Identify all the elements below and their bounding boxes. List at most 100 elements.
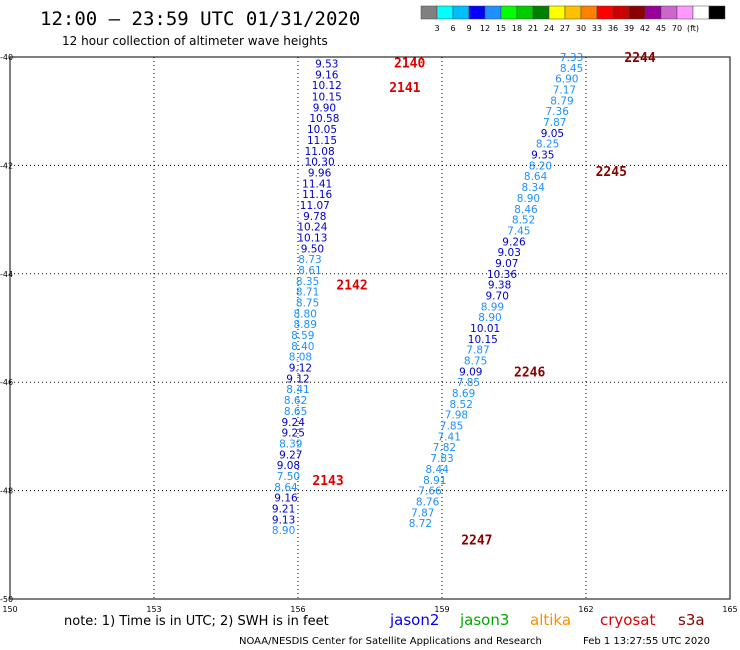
pass-number-label: 2141 xyxy=(389,81,420,96)
wave-height-value: 9.21 xyxy=(272,503,295,515)
y-tick-label: -46 xyxy=(0,378,13,387)
wave-height-value: 8.46 xyxy=(514,204,538,216)
wave-height-value: 7.82 xyxy=(433,442,456,454)
wave-height-value: 10.12 xyxy=(312,80,342,92)
wave-height-value: 7.50 xyxy=(277,471,300,483)
colorbar-label: 45 xyxy=(656,24,666,33)
wave-height-value: 7.85 xyxy=(440,421,463,433)
y-axis-ticks: -40 -42 -44 -46 -48 -50 xyxy=(0,53,13,604)
colorbar-label: 21 xyxy=(528,24,538,33)
chart-title: 12:00 – 23:59 UTC 01/31/2020 xyxy=(40,8,360,30)
pass-number-label: 2140 xyxy=(394,56,425,71)
colorbar-swatch xyxy=(644,5,662,20)
wave-height-value: 8.45 xyxy=(560,63,583,75)
colorbar-swatch xyxy=(436,5,454,20)
colorbar-label: 3 xyxy=(434,24,439,33)
wave-height-value: 8.71 xyxy=(296,287,319,299)
colorbar-label: 12 xyxy=(480,24,490,33)
wave-height-value: 9.38 xyxy=(488,280,511,292)
wave-height-value: 9.25 xyxy=(282,428,305,440)
wave-height-value: 10.05 xyxy=(307,124,337,136)
colorbar-label: 42 xyxy=(640,24,650,33)
wave-height-value: 9.12 xyxy=(289,363,312,375)
colorbar-swatch xyxy=(612,5,630,20)
wave-height-value: 8.80 xyxy=(294,308,317,320)
colorbar-swatch xyxy=(692,5,710,20)
colorbar-label: 18 xyxy=(512,24,522,33)
wave-height-value: 8.44 xyxy=(426,464,450,476)
wave-height-value: 8.39 xyxy=(279,438,302,450)
wave-height-value: 9.90 xyxy=(313,102,336,114)
wave-height-value: 8.25 xyxy=(536,139,559,151)
wave-height-value: 8.41 xyxy=(286,384,309,396)
colorbar-swatch xyxy=(500,5,518,20)
wave-height-value: 8.75 xyxy=(296,298,319,310)
wave-height-value: 8.52 xyxy=(450,399,473,411)
wave-height-value: 9.27 xyxy=(279,449,302,461)
colorbar-swatch xyxy=(420,5,438,20)
satellite-legend-item: jason3 xyxy=(459,611,509,629)
wave-height-value: 8.91 xyxy=(423,475,446,487)
wave-height-value: 9.13 xyxy=(272,514,295,526)
wave-height-value: 8.52 xyxy=(512,215,535,227)
wave-height-value: 7.83 xyxy=(430,453,453,465)
wave-height-value: 7.66 xyxy=(418,486,442,498)
wave-height-value: 9.16 xyxy=(274,493,298,505)
wave-height-value: 8.90 xyxy=(478,312,501,324)
colorbar-label: 36 xyxy=(608,24,618,33)
legend-note: note: 1) Time is in UTC; 2) SWH is in fe… xyxy=(64,614,329,629)
wave-height-value: 8.40 xyxy=(291,341,314,353)
wave-height-value: 10.58 xyxy=(309,113,339,125)
wave-height-value: 7.41 xyxy=(438,431,461,443)
wave-height-value: 10.15 xyxy=(312,92,342,104)
satellite-legend-item: cryosat xyxy=(600,611,655,629)
x-tick-label: 153 xyxy=(146,605,161,614)
colorbar-swatch xyxy=(564,5,582,20)
pass-labels: 2140 2141 2142 2143 2244 2245 2246 2247 xyxy=(312,51,655,548)
wave-height-value: 8.76 xyxy=(416,496,440,508)
colorbar-label: 24 xyxy=(544,24,554,33)
x-tick-label: 150 xyxy=(2,605,17,614)
wave-height-value: 8.34 xyxy=(522,182,546,194)
colorbar-label: 70 xyxy=(672,24,682,33)
wave-height-value: 7.17 xyxy=(553,85,576,97)
colorbar-label: 9 xyxy=(466,24,471,33)
wave-height-value: 9.08 xyxy=(277,460,300,472)
wave-height-value: 10.30 xyxy=(305,157,335,169)
wave-height-value: 8.65 xyxy=(284,406,307,418)
x-tick-label: 156 xyxy=(290,605,305,614)
wave-height-value: 10.01 xyxy=(470,323,500,335)
pass-number-label: 2245 xyxy=(596,165,627,180)
wave-height-value: 9.26 xyxy=(502,236,526,248)
wave-height-value: 11.41 xyxy=(302,178,332,190)
wave-height-value: 9.03 xyxy=(498,247,521,259)
satellite-legend: jason2 jason3 altika cryosat s3a xyxy=(389,611,705,629)
colorbar: 3 6 9 12 15 18 21 24 27 30 33 36 39 42 45 70 (ft) xyxy=(420,5,726,33)
colorbar-label: 6 xyxy=(450,24,455,33)
wave-height-value: 10.24 xyxy=(297,222,327,234)
colorbar-label: 15 xyxy=(496,24,506,33)
timestamp-text: Feb 1 13:27:55 UTC 2020 xyxy=(583,636,710,647)
wave-height-value: 7.33 xyxy=(560,52,583,64)
wave-height-value: 8.72 xyxy=(409,518,432,530)
wave-height-value: 9.16 xyxy=(315,69,339,81)
wave-height-value: 8.89 xyxy=(294,319,317,331)
wave-height-value: 7.87 xyxy=(466,345,489,357)
wave-height-value: 8.73 xyxy=(298,254,321,266)
wave-height-value: 8.90 xyxy=(272,525,295,537)
wave-height-value: 9.24 xyxy=(282,417,306,429)
wave-height-value: 9.09 xyxy=(459,366,482,378)
pass-number-label: 2143 xyxy=(312,474,343,489)
wave-height-value: 9.05 xyxy=(541,128,564,140)
wave-height-value: 8.99 xyxy=(481,301,504,313)
y-tick-label: -40 xyxy=(0,53,13,62)
wave-height-value: 7.87 xyxy=(411,507,434,519)
y-tick-label: -50 xyxy=(0,595,13,604)
y-tick-label: -44 xyxy=(0,270,13,279)
wave-height-value: 8.20 xyxy=(529,160,552,172)
wave-height-value: 9.70 xyxy=(486,290,509,302)
colorbar-label: (ft) xyxy=(687,24,699,33)
wave-height-values: 9.539.1610.1210.159.9010.5810.0511.1511.… xyxy=(272,52,583,537)
colorbar-label: 33 xyxy=(592,24,602,33)
